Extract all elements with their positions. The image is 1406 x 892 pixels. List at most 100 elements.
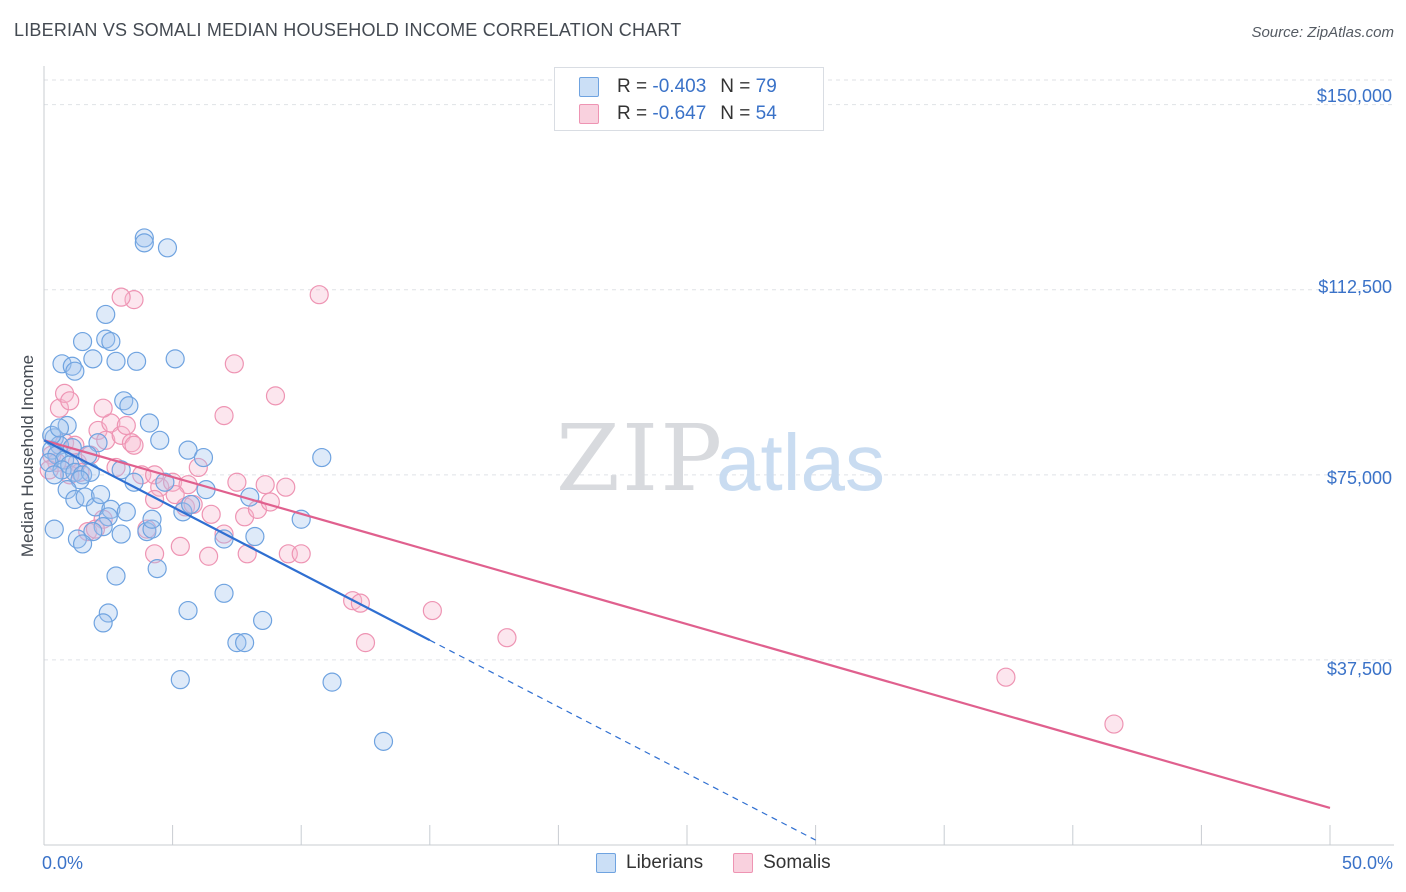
liberian-point (72, 534, 93, 554)
liberian-point (142, 509, 162, 529)
r-label: R = (617, 103, 648, 124)
somali-point (78, 521, 98, 542)
liberian-point (147, 559, 167, 579)
source-label: Source: ZipAtlas.com (1251, 24, 1394, 41)
r-value: -0.647 (652, 103, 707, 124)
liberian-point (170, 670, 190, 690)
legend-label-somalis: Somalis (763, 852, 831, 873)
liberian-point (98, 603, 118, 623)
somali-point (497, 628, 517, 648)
somali-point (85, 519, 106, 539)
liberian-point (72, 331, 93, 352)
somali-point (224, 354, 244, 374)
liberian-point (312, 447, 332, 468)
liberian-point (373, 731, 394, 751)
liberian-point (57, 415, 77, 436)
liberian-point (142, 519, 162, 539)
liberian-point (116, 502, 136, 522)
n-label: N = (720, 76, 751, 97)
somali-point (214, 406, 234, 426)
somali-point (101, 413, 121, 433)
liberian-point (101, 499, 121, 519)
stats-legend: R = -0.403 N = 79 R = -0.647 N = 54 (554, 67, 824, 131)
liberian-point (85, 497, 106, 517)
liberian-point (165, 349, 185, 369)
somali-point (199, 546, 219, 566)
somali-point (188, 457, 208, 478)
trend-lines (43, 439, 1331, 841)
liberian-point (111, 524, 131, 544)
somali-point (96, 430, 116, 450)
somali-point (227, 472, 247, 492)
somali-point (265, 386, 286, 406)
liberian-point (150, 430, 170, 450)
somali-point (93, 398, 113, 418)
liberian-point (72, 465, 93, 485)
liberian-point (44, 519, 64, 539)
liberian-point (75, 487, 95, 507)
chart-title: LIBERIAN VS SOMALI MEDIAN HOUSEHOLD INCO… (14, 20, 682, 40)
liberian-point (181, 494, 201, 515)
liberian-point (44, 465, 64, 485)
somalis-swatch (579, 104, 599, 124)
somali-trend-line (43, 439, 1331, 810)
somali-point (170, 536, 190, 557)
x-tick-right: 50.0% (1341, 853, 1393, 873)
somali-point (111, 287, 131, 307)
liberian-point (196, 480, 216, 500)
somali-point (116, 415, 136, 436)
legend-item-liberians[interactable]: Liberians (596, 852, 703, 874)
somali-point (309, 285, 329, 305)
liberian-point (65, 361, 85, 381)
somali-point (111, 425, 131, 445)
legend-row-liberians: R = -0.403 N = 79 (579, 74, 777, 100)
liberian-point (126, 351, 147, 371)
liberian-point (93, 613, 113, 633)
liberian-point (235, 633, 255, 653)
somali-point (260, 492, 280, 512)
liberian-point (193, 447, 214, 468)
liberian-point (322, 672, 342, 692)
somali-point (201, 504, 221, 524)
y-tick-112500: $112,500 (1318, 277, 1392, 297)
liberian-point (227, 633, 247, 653)
liberian-point (57, 480, 77, 500)
somali-point (291, 544, 311, 564)
somali-point (165, 484, 185, 505)
n-label: N = (720, 103, 751, 124)
liberians-swatch (579, 77, 599, 97)
somali-point (422, 600, 442, 621)
y-axis-label: Median Household Income (18, 354, 37, 558)
liberian-point (157, 238, 178, 258)
n-value: 54 (755, 103, 777, 124)
y-tick-37500: $37,500 (1326, 659, 1392, 679)
watermark-zip: ZIP (556, 405, 724, 512)
liberian-point (96, 329, 116, 349)
axes (43, 66, 1394, 846)
liberian-point (139, 413, 160, 433)
somali-point (996, 667, 1016, 687)
y-tick-150000: $150,000 (1316, 86, 1392, 106)
legend-item-somalis[interactable]: Somalis (733, 852, 831, 874)
liberian-trend-line (43, 439, 431, 642)
series-legend: Liberians Somalis (596, 852, 861, 874)
liberian-point (96, 304, 116, 325)
liberian-point (101, 331, 121, 352)
r-value: -0.403 (652, 76, 707, 97)
liberian-point (90, 484, 111, 505)
liberian-point (62, 356, 82, 376)
somali-point (144, 544, 165, 564)
liberians-swatch (596, 853, 616, 873)
watermark: ZIP atlas (556, 405, 885, 512)
grid-lines (44, 79, 1394, 661)
liberian-point (245, 526, 265, 547)
liberian-point (134, 228, 154, 248)
somali-point (255, 475, 275, 495)
liberian-point (98, 507, 118, 527)
liberian-point (214, 583, 234, 603)
liberian-trend-extension (429, 639, 816, 841)
liberian-point (111, 460, 131, 480)
somali-point (237, 544, 257, 564)
somali-point (276, 477, 296, 497)
